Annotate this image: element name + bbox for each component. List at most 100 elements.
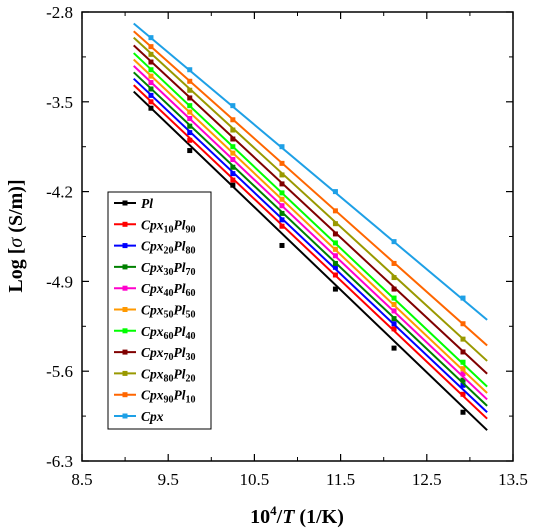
data-point <box>460 391 466 397</box>
legend-marker <box>122 264 128 270</box>
legend-marker <box>122 200 128 206</box>
data-point <box>230 150 236 156</box>
data-point <box>187 148 193 154</box>
legend-label: Cpx40Pl60 <box>141 281 196 299</box>
data-point <box>391 326 397 332</box>
data-point <box>148 51 154 57</box>
legend-item: Cpx40Pl60 <box>114 281 196 299</box>
data-point <box>230 157 236 163</box>
legend-item: Cpx70Pl30 <box>114 345 196 363</box>
data-point <box>187 103 193 109</box>
data-point <box>332 246 338 252</box>
data-point <box>279 190 285 196</box>
legend-marker <box>122 349 128 355</box>
data-point <box>332 208 338 214</box>
legend-item: Cpx <box>114 409 164 424</box>
legend-item: Cpx10Pl90 <box>114 217 196 235</box>
series-Pl <box>133 90 488 431</box>
series-layer <box>133 22 488 431</box>
y-tick-label: -2.8 <box>46 3 73 22</box>
data-point <box>187 109 193 115</box>
data-point <box>391 301 397 307</box>
series-line <box>133 65 488 401</box>
legend: Pl Cpx10Pl90 Cpx20Pl80 Cpx30Pl70 Cpx40Pl60 Cp… <box>107 191 212 430</box>
x-axis-title: 104/T (1/K) <box>250 503 344 528</box>
data-point <box>187 78 193 84</box>
data-point <box>460 321 466 327</box>
series-line <box>133 71 488 407</box>
legend-label: Cpx20Pl80 <box>141 239 196 257</box>
data-point <box>391 321 397 327</box>
series-Cpx30Pl70 <box>133 71 488 407</box>
legend-marker <box>122 413 128 419</box>
y-tick-label: -5.6 <box>46 362 73 381</box>
data-point <box>187 123 193 129</box>
legend-marker <box>122 285 128 291</box>
data-point <box>187 130 193 136</box>
series-Cpx <box>133 22 488 321</box>
series-Cpx20Pl80 <box>133 77 488 413</box>
data-point <box>279 217 285 223</box>
x-tick-label: 8.5 <box>71 470 92 489</box>
series-Cpx10Pl90 <box>133 84 488 420</box>
data-point <box>230 144 236 150</box>
data-point <box>279 203 285 209</box>
data-point <box>279 160 285 166</box>
data-point <box>279 181 285 187</box>
data-point <box>148 67 154 73</box>
data-point <box>332 286 338 292</box>
series-line <box>133 36 488 362</box>
legend-label: Cpx80Pl20 <box>141 366 196 384</box>
data-point <box>391 308 397 314</box>
series-Cpx60Pl40 <box>133 52 488 388</box>
data-point <box>332 264 338 270</box>
series-line <box>133 30 488 347</box>
legend-marker <box>122 392 128 398</box>
data-point <box>187 95 193 101</box>
data-point <box>332 253 338 259</box>
legend-marker <box>122 307 128 312</box>
data-point <box>148 73 154 79</box>
y-axis-title: Log [σ (S/m)] <box>5 179 27 292</box>
series-line <box>133 58 488 394</box>
legend-marker <box>122 221 128 227</box>
legend-item: Cpx50Pl50 <box>114 303 196 321</box>
series-line <box>133 84 488 420</box>
x-tick-label: 12.5 <box>412 470 442 489</box>
y-tick-label: -4.2 <box>46 183 73 202</box>
data-point <box>279 196 285 202</box>
data-point <box>148 80 154 86</box>
series-line <box>133 44 488 375</box>
data-point <box>460 336 466 342</box>
legend-item: Cpx60Pl40 <box>114 324 196 342</box>
series-line <box>133 22 488 321</box>
y-tick-labels: -2.8 -3.5 -4.2 -4.9 -5.6 -6.3 <box>46 3 73 471</box>
data-point <box>148 86 154 92</box>
legend-marker <box>122 370 128 376</box>
series-line <box>133 52 488 388</box>
legend-item: Cpx20Pl80 <box>114 239 196 257</box>
data-point <box>148 105 154 111</box>
data-point <box>460 366 466 372</box>
legend-item: Cpx80Pl20 <box>114 366 196 384</box>
data-point <box>187 87 193 93</box>
data-point <box>391 295 397 301</box>
legend-label: Cpx30Pl70 <box>141 260 196 278</box>
data-point <box>332 240 338 246</box>
y-tick-label: -4.9 <box>46 272 73 291</box>
data-point <box>230 171 236 177</box>
data-point <box>332 189 338 195</box>
series-Cpx90Pl10 <box>133 30 488 347</box>
y-tick-label: -3.5 <box>46 93 73 112</box>
series-line <box>133 77 488 413</box>
data-point <box>279 144 285 150</box>
data-point <box>460 349 466 355</box>
data-point <box>230 117 236 123</box>
data-point <box>279 172 285 178</box>
data-point <box>391 286 397 292</box>
data-point <box>230 164 236 170</box>
legend-label: Pl <box>141 196 153 211</box>
series-Cpx80Pl20 <box>133 36 488 362</box>
data-point <box>279 223 285 229</box>
